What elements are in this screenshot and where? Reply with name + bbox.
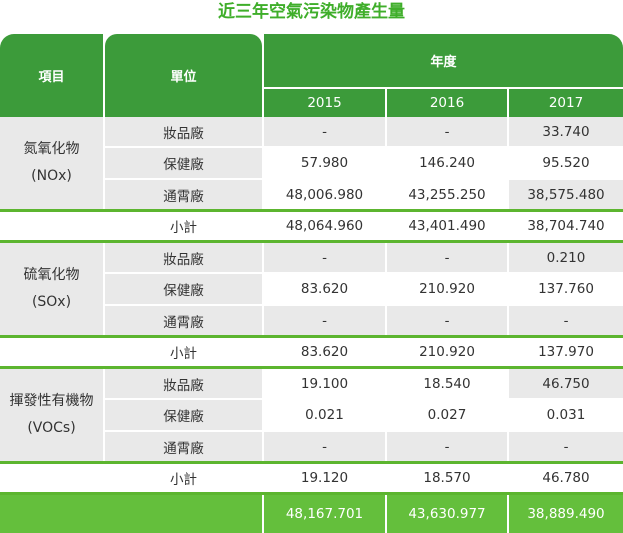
header-year-2017: 2017: [509, 89, 623, 117]
value-cell: 57.980: [264, 148, 385, 178]
subtotal-value: 137.970: [509, 338, 623, 366]
value-cell: 137.760: [509, 274, 623, 304]
group-name: 揮發性有機物: [9, 393, 94, 409]
unit-label: 妝品廠: [105, 369, 262, 398]
value-cell: 0.021: [264, 400, 385, 430]
value-cell: 210.920: [387, 274, 507, 304]
value-cell: 0.027: [387, 400, 507, 430]
value-cell: 46.750: [509, 369, 623, 398]
header-unit: 單位: [105, 34, 262, 117]
value-cell: 146.240: [387, 148, 507, 178]
unit-label: 妝品廠: [105, 117, 262, 146]
total-label-area: [0, 495, 262, 533]
subtotal-value: 83.620: [264, 338, 385, 366]
group-divider: [0, 492, 623, 495]
header-year: 年度: [264, 34, 623, 87]
subtotal-value: 18.570: [387, 464, 507, 492]
header-year-2016: 2016: [387, 89, 507, 117]
value-cell: 33.740: [509, 117, 623, 146]
subtotal-value: 43,401.490: [387, 212, 507, 240]
subtotal-label: 小計: [105, 338, 262, 366]
group-divider: [0, 335, 623, 338]
value-cell: 19.100: [264, 369, 385, 398]
subtotal-label: 小計: [105, 464, 262, 492]
value-cell: -: [509, 432, 623, 461]
group-divider: [0, 209, 623, 212]
value-cell: -: [264, 117, 385, 146]
value-cell: -: [387, 432, 507, 461]
group-label-2: 揮發性有機物 (VOCs): [0, 369, 103, 461]
header-item: 項目: [0, 34, 103, 117]
subtotal-value: 46.780: [509, 464, 623, 492]
value-cell: 0.031: [509, 400, 623, 430]
unit-label: 通霄廠: [105, 180, 262, 209]
header-year-2015: 2015: [264, 89, 385, 117]
group-code: (VOCs): [27, 420, 76, 436]
group-divider: [0, 461, 623, 464]
value-cell: -: [387, 117, 507, 146]
chart-title: 近三年空氣污染物產生量: [218, 2, 405, 22]
value-cell: 95.520: [509, 148, 623, 178]
group-code: (SOx): [31, 294, 72, 310]
grand-total-value: 48,167.701: [264, 495, 385, 533]
unit-label: 保健廠: [105, 274, 262, 304]
value-cell: -: [509, 306, 623, 335]
value-cell: -: [387, 243, 507, 272]
value-cell: 83.620: [264, 274, 385, 304]
value-cell: 0.210: [509, 243, 623, 272]
group-label-1: 硫氧化物 (SOx): [0, 243, 103, 335]
value-cell: 18.540: [387, 369, 507, 398]
unit-label: 妝品廠: [105, 243, 262, 272]
group-name: 氮氧化物: [23, 141, 80, 157]
value-cell: 48,006.980: [264, 180, 385, 209]
subtotal-value: 210.920: [387, 338, 507, 366]
grand-total-value: 43,630.977: [387, 495, 507, 533]
subtotal-value: 19.120: [264, 464, 385, 492]
value-cell: 43,255.250: [387, 180, 507, 209]
group-code: (NOx): [31, 168, 72, 184]
unit-label: 通霄廠: [105, 432, 262, 461]
unit-label: 通霄廠: [105, 306, 262, 335]
value-cell: -: [264, 432, 385, 461]
group-divider: [0, 240, 623, 243]
unit-label: 保健廠: [105, 148, 262, 178]
value-cell: -: [264, 306, 385, 335]
group-label-0: 氮氧化物 (NOx): [0, 117, 103, 209]
value-cell: -: [264, 243, 385, 272]
group-name: 硫氧化物: [23, 267, 80, 283]
subtotal-value: 38,704.740: [509, 212, 623, 240]
subtotal-label: 小計: [105, 212, 262, 240]
unit-label: 保健廠: [105, 400, 262, 430]
group-divider: [0, 366, 623, 369]
value-cell: 38,575.480: [509, 180, 623, 209]
grand-total-value: 38,889.490: [509, 495, 623, 533]
value-cell: -: [387, 306, 507, 335]
subtotal-value: 48,064.960: [264, 212, 385, 240]
